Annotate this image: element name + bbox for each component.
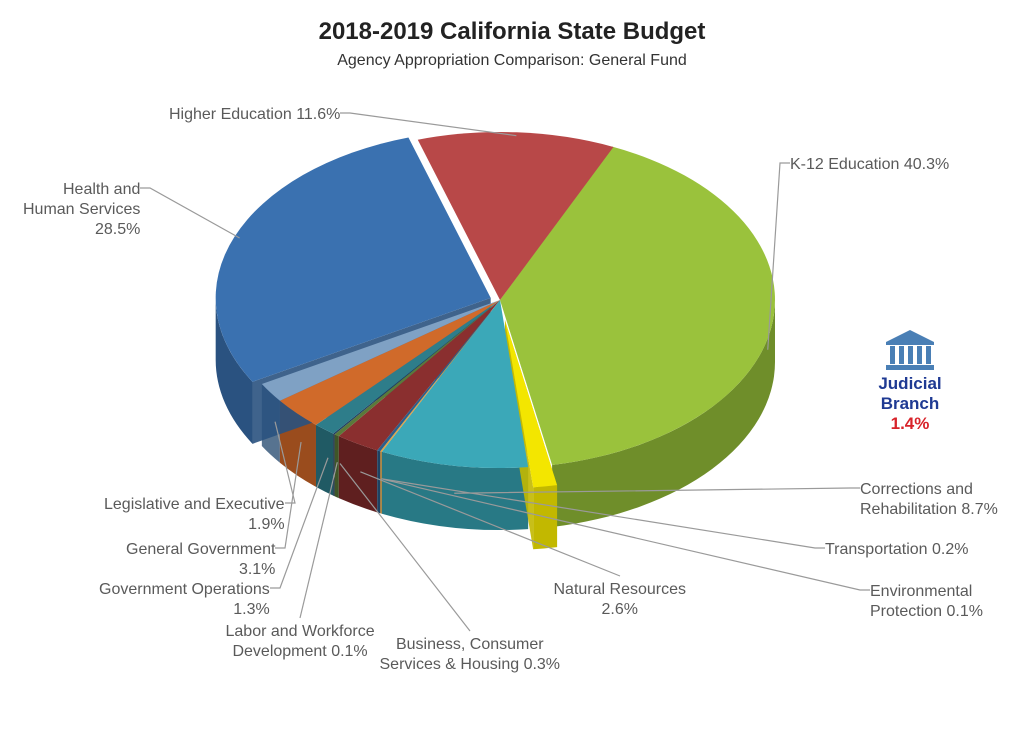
label-env-line0: Environmental bbox=[870, 583, 972, 600]
budget-pie-chart: 2018-2019 California State Budget Agency… bbox=[0, 0, 1024, 749]
label-corr-line0: Corrections and bbox=[860, 481, 973, 498]
label-natres-line0: Natural Resources bbox=[554, 581, 687, 598]
label-gengov: General Government 3.1% bbox=[126, 540, 275, 580]
label-labor-line0: Labor and Workforce bbox=[226, 623, 375, 640]
slice-side-bch bbox=[335, 434, 339, 498]
slice-side-transp bbox=[377, 450, 380, 513]
label-hhs-line0: Health and bbox=[63, 181, 140, 198]
label-env-line1: Protection 0.1% bbox=[870, 603, 983, 620]
label-k12: K-12 Education 40.3% bbox=[790, 155, 949, 175]
label-hhs: Health and Human Services 28.5% bbox=[23, 180, 140, 240]
label-corr-line1: Rehabilitation 8.7% bbox=[860, 501, 998, 518]
label-legexec: Legislative and Executive 1.9% bbox=[104, 495, 285, 535]
label-bch-line0: Business, Consumer bbox=[396, 636, 544, 653]
judicial-pct: 1.4% bbox=[850, 414, 970, 434]
slice-side-env bbox=[380, 451, 382, 513]
label-gengov-line1: 3.1% bbox=[239, 561, 275, 578]
slice-side-govops bbox=[316, 425, 333, 496]
judicial-callout: JudicialBranch1.4% bbox=[850, 330, 970, 434]
slice-side-labor bbox=[333, 434, 334, 497]
judicial-title-1: Judicial bbox=[850, 374, 970, 394]
label-hhs-line1: Human Services bbox=[23, 201, 140, 218]
label-hhs-line2: 28.5% bbox=[95, 221, 140, 238]
label-bch-line1: Services & Housing 0.3% bbox=[380, 656, 561, 673]
label-legexec-line1: 1.9% bbox=[248, 516, 284, 533]
label-highered: Higher Education 11.6% bbox=[169, 105, 340, 125]
label-corr: Corrections and Rehabilitation 8.7% bbox=[860, 480, 998, 520]
label-transp-line0: Transportation 0.2% bbox=[825, 541, 968, 558]
judicial-title-2: Branch bbox=[850, 394, 970, 414]
label-transp: Transportation 0.2% bbox=[825, 540, 968, 560]
label-govops: Government Operations 1.3% bbox=[99, 580, 270, 620]
label-bch: Business, Consumer Services & Housing 0.3… bbox=[380, 635, 561, 675]
label-natres-line1: 2.6% bbox=[602, 601, 638, 618]
label-k12-line0: K-12 Education 40.3% bbox=[790, 156, 949, 173]
courthouse-icon bbox=[850, 330, 970, 372]
label-labor: Labor and Workforce Development 0.1% bbox=[226, 622, 375, 662]
label-legexec-line0: Legislative and Executive bbox=[104, 496, 285, 513]
label-govops-line1: 1.3% bbox=[233, 601, 269, 618]
label-gengov-line0: General Government bbox=[126, 541, 275, 558]
label-highered-line0: Higher Education 11.6% bbox=[169, 106, 340, 123]
label-natres: Natural Resources 2.6% bbox=[554, 580, 687, 620]
label-govops-line0: Government Operations bbox=[99, 581, 270, 598]
label-labor-line1: Development 0.1% bbox=[232, 643, 367, 660]
label-env: Environmental Protection 0.1% bbox=[870, 582, 983, 622]
